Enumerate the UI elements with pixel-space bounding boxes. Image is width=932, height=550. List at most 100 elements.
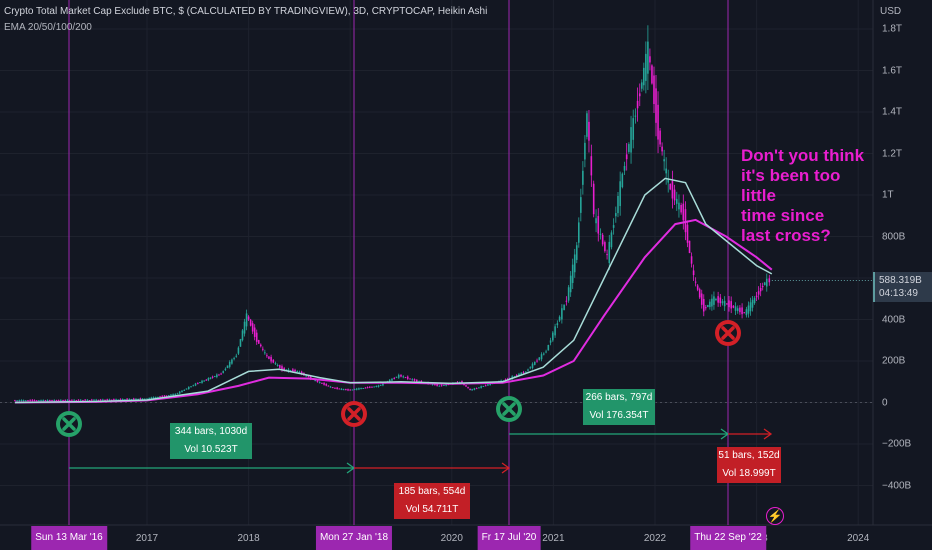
candle-body	[368, 386, 371, 388]
indicator-legend[interactable]: EMA 20/50/100/200	[4, 22, 92, 33]
candle-body	[558, 316, 561, 321]
candle-body	[266, 355, 268, 357]
measure-arrows	[69, 428, 773, 474]
candle-body	[651, 65, 653, 84]
candle-body	[445, 384, 447, 386]
candle-body	[663, 159, 665, 162]
candle-body	[46, 400, 49, 402]
candle-body	[469, 388, 471, 390]
measure-bars: 266 bars, 797d	[585, 392, 653, 403]
candle-body	[287, 369, 290, 372]
candle-body	[536, 360, 538, 362]
candle-body	[113, 399, 115, 401]
candle-body	[549, 340, 552, 343]
ema-fast-line	[14, 177, 773, 404]
candle-body	[298, 371, 301, 373]
candle-body	[22, 400, 25, 402]
candle-body	[224, 368, 227, 370]
chart-title: Crypto Total Market Cap Exclude BTC, $ (…	[4, 6, 488, 17]
candle-body	[640, 82, 643, 89]
candle-body	[736, 308, 739, 311]
candle-body	[314, 380, 317, 382]
candle-body	[565, 300, 568, 302]
candle-body	[634, 115, 637, 117]
candle-body	[181, 390, 183, 393]
candle-body	[661, 146, 663, 152]
candle-body	[358, 388, 360, 390]
candle-body	[141, 398, 144, 400]
candle-body	[604, 242, 606, 252]
lightning-icon[interactable]: ⚡	[766, 507, 784, 525]
candle-body	[692, 270, 695, 276]
candle-body	[601, 234, 604, 245]
candle-body	[456, 381, 459, 383]
candle-body	[360, 388, 362, 390]
candle-body	[518, 373, 520, 376]
candle-body	[671, 180, 674, 199]
candle-body	[187, 386, 190, 390]
candle-body	[416, 379, 418, 382]
candle-body	[707, 304, 709, 308]
candle-body	[578, 222, 580, 243]
candle-body	[185, 388, 188, 390]
candle-body	[281, 366, 283, 371]
death-cross-marker	[341, 401, 367, 427]
candle-body	[552, 332, 554, 341]
candle-body	[205, 379, 208, 381]
candle-body	[44, 400, 47, 402]
candle-body	[556, 323, 559, 326]
candle-body	[615, 213, 617, 217]
measure-box-1[interactable]: 344 bars, 1030d Vol 10.523T	[170, 423, 252, 459]
date-tag-4: Thu 22 Sep '22	[690, 526, 766, 550]
measure-arrow-head	[763, 428, 773, 440]
candle-body	[347, 389, 349, 391]
candle-body	[148, 397, 150, 399]
candle-body	[216, 374, 218, 378]
death-cross-marker	[715, 320, 741, 346]
candle-body	[406, 376, 409, 379]
candle-body	[143, 398, 146, 400]
candle-body	[531, 363, 534, 369]
candle-body	[95, 399, 97, 401]
candle-body	[353, 388, 356, 390]
candle-body	[300, 371, 303, 375]
candle-body	[270, 356, 272, 362]
candle-body	[682, 203, 685, 221]
candle-body	[190, 386, 192, 388]
measure-box-2[interactable]: 185 bars, 554d Vol 54.711T	[394, 483, 470, 519]
candle-body	[102, 399, 104, 401]
candle-body	[623, 166, 626, 171]
candle-body	[233, 358, 235, 360]
candle-body	[239, 339, 242, 347]
candle-body	[404, 377, 407, 379]
candle-body	[726, 303, 728, 305]
candle-body	[340, 388, 343, 390]
candle-body	[694, 281, 697, 283]
measure-volume: Vol 18.999T	[722, 468, 776, 479]
candle-body	[478, 387, 480, 389]
candle-body	[203, 380, 205, 382]
candle-body	[734, 306, 737, 311]
candle-body	[741, 307, 743, 315]
candle-body	[289, 370, 292, 372]
candle-body	[207, 378, 210, 381]
candle-body	[199, 382, 201, 384]
measure-box-4[interactable]: 51 bars, 152d Vol 18.999T	[717, 447, 781, 483]
candle-body	[569, 275, 572, 293]
candle-body	[411, 379, 414, 381]
candle-body	[547, 344, 550, 351]
candle-body	[139, 398, 142, 400]
annotation-text[interactable]: Don't you think it's been too little tim…	[741, 146, 876, 246]
candle-body	[684, 209, 687, 233]
candle-body	[397, 374, 400, 378]
candle-body	[520, 372, 523, 375]
y-tick-label: −400B	[882, 480, 912, 491]
candle-body	[66, 399, 69, 401]
cross-icon	[502, 402, 516, 416]
candle-body	[563, 304, 565, 311]
candle-body	[533, 361, 536, 365]
candle-body	[135, 398, 137, 400]
measure-box-3[interactable]: 266 bars, 797d Vol 176.354T	[583, 389, 655, 425]
candle-body	[351, 389, 354, 391]
